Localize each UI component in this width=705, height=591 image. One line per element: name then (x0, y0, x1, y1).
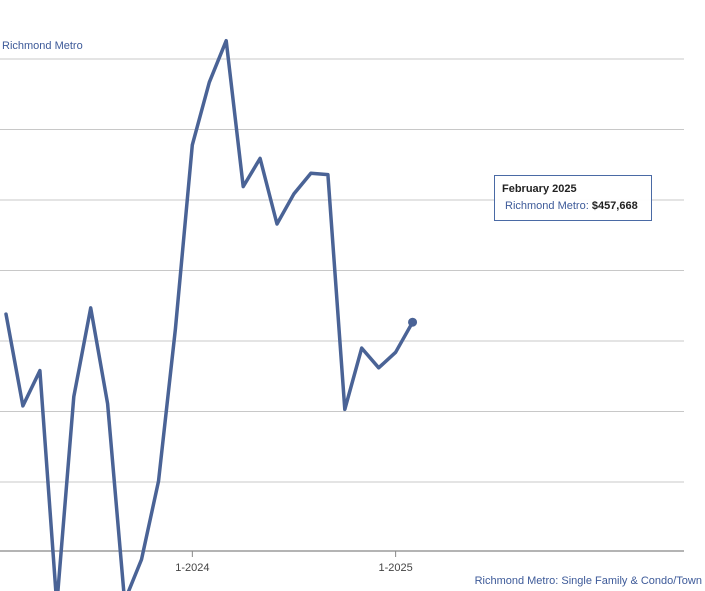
tooltip: February 2025 Richmond Metro: $457,668 (494, 175, 652, 221)
data-point-highlight[interactable] (408, 317, 418, 327)
tooltip-row: Richmond Metro: $457,668 (505, 200, 638, 212)
tooltip-title: February 2025 (502, 183, 577, 195)
series-layer (4, 38, 418, 591)
tooltip-value: $457,668 (591, 200, 638, 212)
legend-bottom: Richmond Metro: Single Family & Condo/To… (474, 575, 702, 587)
series-line-richmond-metro (4, 38, 415, 591)
legend-top: Richmond Metro (2, 40, 83, 52)
tooltip-series-label: Richmond Metro: (505, 200, 589, 212)
x-tick-label: 1-2025 (378, 562, 412, 574)
gridlines (0, 58, 684, 483)
x-tick-label: 1-2024 (175, 562, 209, 574)
x-axis: 1-2024 1-2025 (0, 550, 684, 574)
